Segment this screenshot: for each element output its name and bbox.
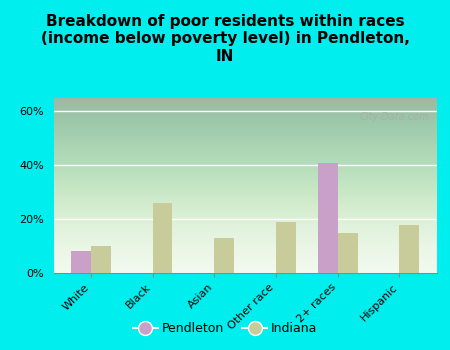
Bar [338,233,358,273]
Legend: Pendleton, Indiana: Pendleton, Indiana [127,317,323,340]
Bar [276,222,296,273]
Bar [318,163,338,273]
Text: City-Data.com: City-Data.com [359,112,429,122]
Bar [214,238,234,273]
Bar [400,225,419,273]
Bar [91,246,111,273]
Text: Breakdown of poor residents within races
(income below poverty level) in Pendlet: Breakdown of poor residents within races… [40,14,410,64]
Bar [153,203,172,273]
Bar [71,251,91,273]
